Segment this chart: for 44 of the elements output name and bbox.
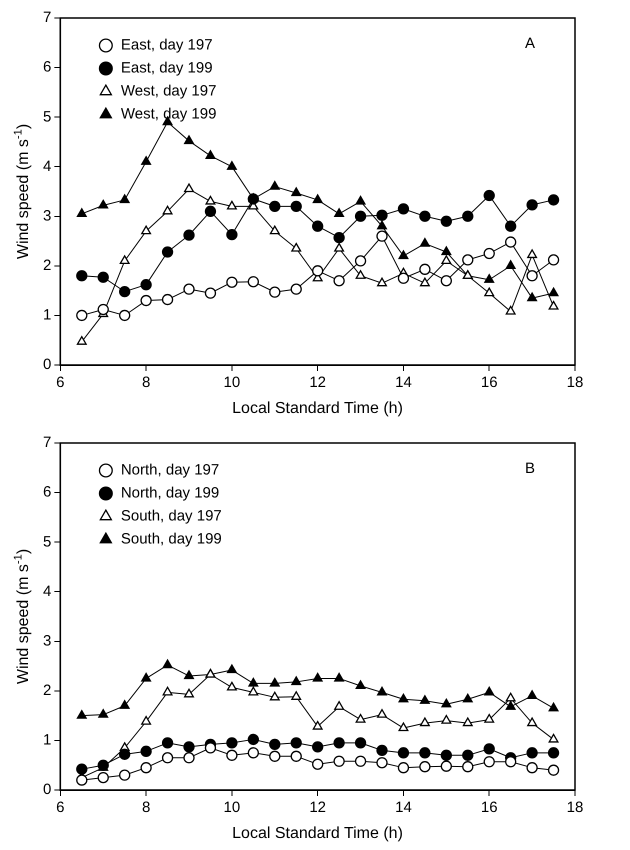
x-tick-label: 18 xyxy=(566,799,584,816)
y-tick-label: 1 xyxy=(43,732,52,749)
y-tick-label: 7 xyxy=(43,434,52,452)
y-tick-label: 1 xyxy=(43,306,52,324)
y-axis-title: Wind speed (m s-1) xyxy=(12,124,32,260)
x-axis-title: Local Standard Time (h) xyxy=(232,825,403,842)
y-tick-label: 3 xyxy=(43,207,52,224)
y-tick-label: 2 xyxy=(43,257,52,274)
legend-label: South, day 199 xyxy=(120,530,222,548)
x-tick-label: 12 xyxy=(309,374,326,392)
x-tick-label: 8 xyxy=(142,799,150,816)
y-tick-label: 2 xyxy=(43,682,52,699)
x-tick-label: 14 xyxy=(395,799,412,816)
legend-label: East, day 199 xyxy=(120,60,213,77)
x-tick-label: 10 xyxy=(224,799,240,816)
y-tick-label: 4 xyxy=(43,582,52,600)
x-tick-label: 12 xyxy=(309,799,326,816)
legend-label: West, day 199 xyxy=(120,106,216,123)
legend-label: South, day 197 xyxy=(120,508,222,525)
legend-label: West, day 197 xyxy=(120,82,216,100)
x-tick-label: 10 xyxy=(224,374,240,392)
y-tick-label: 5 xyxy=(43,533,52,550)
legend-label: North, day 199 xyxy=(120,484,220,502)
x-tick-label: 8 xyxy=(142,374,150,392)
annotation: A xyxy=(525,35,536,52)
y-tick-label: 3 xyxy=(43,632,52,650)
y-tick-label: 5 xyxy=(43,108,52,126)
annotation: B xyxy=(525,460,536,477)
x-tick-label: 18 xyxy=(566,374,584,392)
y-tick-label: 0 xyxy=(43,781,52,798)
y-tick-label: 6 xyxy=(43,58,52,76)
x-tick-label: 16 xyxy=(480,799,498,816)
y-tick-label: 4 xyxy=(43,158,52,175)
x-axis-title: Local Standard Time (h) xyxy=(232,400,403,417)
x-tick-label: 6 xyxy=(56,799,65,816)
y-axis-title: Wind speed (m s-1) xyxy=(12,548,32,684)
x-tick-label: 14 xyxy=(395,374,412,392)
y-tick-label: 0 xyxy=(43,356,52,374)
y-tick-label: 6 xyxy=(43,484,52,501)
legend-label: North, day 197 xyxy=(120,462,220,479)
x-tick-label: 16 xyxy=(480,374,498,392)
x-tick-label: 6 xyxy=(56,374,65,392)
legend-label: East, day 197 xyxy=(120,36,213,54)
y-tick-label: 7 xyxy=(43,9,52,26)
